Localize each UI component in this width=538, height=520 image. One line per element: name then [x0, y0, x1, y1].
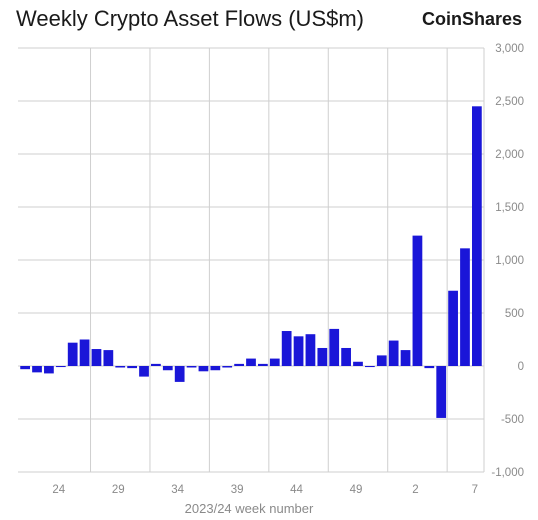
x-tick-labels: 24 29 34 39 44 49 2 7: [52, 484, 478, 496]
bar: [365, 366, 375, 368]
bar: [329, 328, 340, 366]
bar: [448, 290, 458, 366]
bar: [400, 350, 411, 366]
x-axis-label: 2023/24 week number: [185, 501, 314, 516]
bar: [44, 366, 54, 374]
x-tick-label: 39: [231, 484, 244, 496]
bar: [222, 366, 233, 368]
y-tick-label: 3,000: [495, 43, 524, 55]
bar: [139, 366, 149, 377]
x-tick-label: 44: [290, 484, 303, 496]
bar: [424, 366, 435, 369]
x-tick-label: 49: [350, 484, 363, 496]
y-tick-label: -500: [501, 414, 524, 426]
bar: [269, 358, 280, 366]
bar: [127, 366, 137, 369]
y-tick-label: 1,500: [495, 202, 524, 214]
bar: [32, 366, 42, 373]
y-tick-label: -1,000: [491, 467, 524, 479]
y-tick-label: 2,500: [495, 96, 524, 108]
bar: [353, 361, 363, 366]
bar: [79, 339, 90, 366]
brand-logo: CoinShares: [421, 9, 522, 29]
x-tick-label: 34: [171, 484, 184, 496]
bar: [91, 349, 102, 366]
x-tick-label: 2: [412, 484, 418, 496]
grid-lines: [18, 47, 485, 473]
bar: [281, 331, 292, 366]
bar: [162, 366, 173, 371]
bar: [317, 347, 328, 366]
bar: [293, 336, 304, 366]
bar: [115, 366, 126, 368]
y-tick-labels: -1,000 -500 0 500 1,000 1,500 2,000 2,500 3,000: [491, 43, 524, 479]
bar: [412, 235, 423, 366]
bar: [258, 363, 268, 366]
bar: [20, 366, 31, 370]
bars-group: [20, 106, 482, 418]
bar: [210, 366, 221, 371]
bar: [67, 342, 78, 366]
bar: [186, 366, 197, 368]
x-tick-label: 24: [52, 484, 65, 496]
y-tick-label: 500: [505, 308, 524, 320]
y-tick-label: 2,000: [495, 149, 524, 161]
bar: [471, 106, 482, 367]
bar: [376, 355, 387, 366]
bar: [234, 363, 244, 366]
bar: [55, 366, 66, 368]
bar: [436, 366, 447, 418]
chart-title: Weekly Crypto Asset Flows (US$m): [16, 6, 365, 31]
bar: [198, 366, 209, 372]
bar: [174, 366, 185, 382]
y-tick-label: 0: [518, 361, 524, 373]
x-tick-label: 29: [112, 484, 125, 496]
x-tick-label: 7: [472, 484, 478, 496]
bar: [460, 248, 470, 366]
bar: [103, 350, 114, 366]
bar: [246, 358, 256, 366]
bar: [341, 347, 351, 366]
bar: [151, 363, 161, 366]
bar: [388, 340, 399, 366]
y-tick-label: 1,000: [495, 255, 524, 267]
bar: [305, 334, 316, 366]
